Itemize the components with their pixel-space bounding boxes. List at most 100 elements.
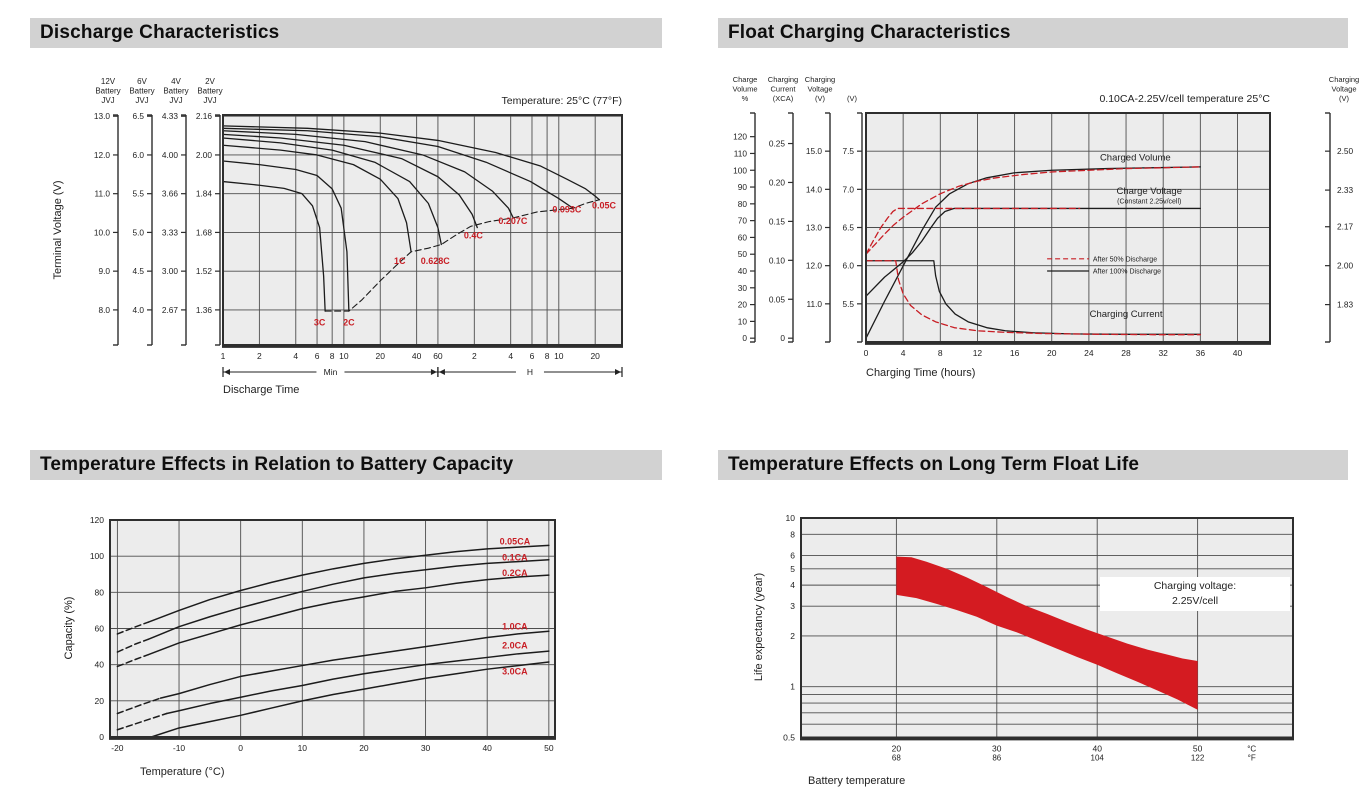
x-tick-label: 12 xyxy=(973,348,983,358)
axis-tick-label: 4.0 xyxy=(132,305,144,315)
axis-tick-label: 13.0 xyxy=(94,111,111,121)
axis-header: Charging xyxy=(805,75,835,84)
curve-label: 0.1CA xyxy=(502,553,528,563)
x-axis-label: Discharge Time xyxy=(223,384,299,396)
series-2.0CA xyxy=(165,650,550,715)
axis-header: 2V xyxy=(205,77,215,86)
axis-tick-label: 3.00 xyxy=(162,266,179,276)
axis-tick-label: 10.0 xyxy=(94,227,111,237)
axis-tick-label: 3.33 xyxy=(162,227,179,237)
x-tick-label: 6 xyxy=(530,351,535,361)
axis-tick-label: 2.17 xyxy=(1337,222,1354,232)
series-1.0CA xyxy=(159,630,550,699)
axis-header: Charge xyxy=(733,75,758,84)
axis-tick-label: 110 xyxy=(734,148,748,158)
series-charged-volume-50 xyxy=(865,166,1201,255)
section-title-text: Discharge Characteristics xyxy=(40,22,280,43)
x-tick-label: 20 xyxy=(590,351,600,361)
span-arrowhead xyxy=(224,369,230,375)
plot-border xyxy=(109,519,556,738)
x-tick-label: 0 xyxy=(864,348,869,358)
span-label: H xyxy=(527,367,533,377)
axis-tick-label: 15.0 xyxy=(806,146,823,156)
series-charge-voltage-50 xyxy=(865,207,1081,255)
axis-tick-label: 80 xyxy=(738,199,748,209)
axis-header: (V) xyxy=(1339,94,1350,103)
x-unit-fahrenheit: °F xyxy=(1248,754,1256,763)
series-3C xyxy=(222,180,326,312)
y-axis-label: Capacity (%) xyxy=(63,597,75,660)
x-tick-label: 30 xyxy=(421,743,431,753)
axis-header: Battery xyxy=(129,87,154,96)
plot-border xyxy=(865,112,1271,343)
y-tick-label: 0 xyxy=(99,732,104,742)
axis-header: % xyxy=(742,94,749,103)
curve-label: 2C xyxy=(343,318,355,328)
axis-tick-label: 0.15 xyxy=(769,216,786,226)
axis-tick-label: 20 xyxy=(738,300,748,310)
axis-tick-label: 0.25 xyxy=(769,139,786,149)
x-tick-label: 60 xyxy=(433,351,443,361)
section-title-temp-capacity: Temperature Effects in Relation to Batte… xyxy=(30,450,662,480)
y-tick-label: 100 xyxy=(90,551,104,561)
series-0.628C xyxy=(222,137,442,246)
section-title-discharge: Discharge Characteristics xyxy=(30,18,662,48)
axis-tick-label: 120 xyxy=(733,132,747,142)
y-tick-label: 1 xyxy=(790,682,795,692)
axis-tick-label: 50 xyxy=(738,249,748,259)
curve-label: (Constant 2.25v/cell) xyxy=(1117,198,1181,205)
x-tick-label-fahrenheit: 86 xyxy=(992,754,1001,763)
x-tick-label-fahrenheit: 68 xyxy=(892,754,901,763)
series-0.093C xyxy=(222,127,574,209)
axis-tick-label: 1.84 xyxy=(196,189,213,199)
curve-label: Charging Current xyxy=(1090,309,1163,320)
curve-label: 0.05CA xyxy=(500,536,531,546)
axis-tick-label: 7.0 xyxy=(842,184,854,194)
x-tick-label: 4 xyxy=(293,351,298,361)
series-2C xyxy=(222,160,350,312)
curve-label: 0.2CA xyxy=(502,568,528,578)
curve-label: 0.4C xyxy=(464,230,484,240)
x-tick-label: 40 xyxy=(482,743,492,753)
axis-tick-label: 1.68 xyxy=(196,227,213,237)
x-tick-label-fahrenheit: 122 xyxy=(1191,754,1205,763)
axis-tick-label: 0 xyxy=(742,333,747,343)
span-arrowhead xyxy=(430,369,437,375)
x-tick-label: 4 xyxy=(508,351,513,361)
x-tick-label: -20 xyxy=(111,743,124,753)
axis-header: 4V xyxy=(171,77,181,86)
series-3.0CA xyxy=(150,661,550,738)
axis-header: 12V xyxy=(101,77,116,86)
x-tick-label: 10 xyxy=(554,351,564,361)
y-tick-label: 2 xyxy=(790,631,795,641)
y-tick-label: 40 xyxy=(95,660,105,670)
x-axis-label: Temperature (°C) xyxy=(140,766,224,778)
axis-tick-label: 12.0 xyxy=(806,261,823,271)
curve-label: Charged Volume xyxy=(1100,152,1171,163)
x-tick-label: 24 xyxy=(1084,348,1094,358)
x-axis-label: Battery temperature xyxy=(808,775,905,787)
axis-header: Charging xyxy=(1329,75,1359,84)
annotation-box xyxy=(1100,577,1290,611)
axis-tick-label: 2.67 xyxy=(162,305,179,315)
axis-tick-label: 5.5 xyxy=(132,189,144,199)
axis-tick-label: 0 xyxy=(780,333,785,343)
x-tick-label: 2 xyxy=(257,351,262,361)
section-title-float-charging: Float Charging Characteristics xyxy=(718,18,1348,48)
span-arrowhead xyxy=(615,369,621,375)
axis-tick-label: 100 xyxy=(733,165,747,175)
span-label: Min xyxy=(324,367,338,377)
float-charging-chart: 0 4 8 12 16 20 24 28 32 36 40 0 10 20 30 40 50 60 70 80 90 10… xyxy=(732,75,1359,379)
x-tick-label: 4 xyxy=(901,348,906,358)
axis-tick-label: 2.16 xyxy=(196,111,213,121)
life-expectancy-band xyxy=(896,556,1198,710)
axis-tick-label: 9.0 xyxy=(98,266,110,276)
axis-tick-label: 11.0 xyxy=(94,189,110,199)
axis-header: Volume xyxy=(732,85,757,94)
x-tick-label: 20 xyxy=(359,743,369,753)
series-0.4C xyxy=(222,133,478,229)
series-1.0CA xyxy=(116,697,162,715)
axis-tick-label: 11.0 xyxy=(806,299,822,309)
axis-tick-label: 3.66 xyxy=(162,189,179,199)
